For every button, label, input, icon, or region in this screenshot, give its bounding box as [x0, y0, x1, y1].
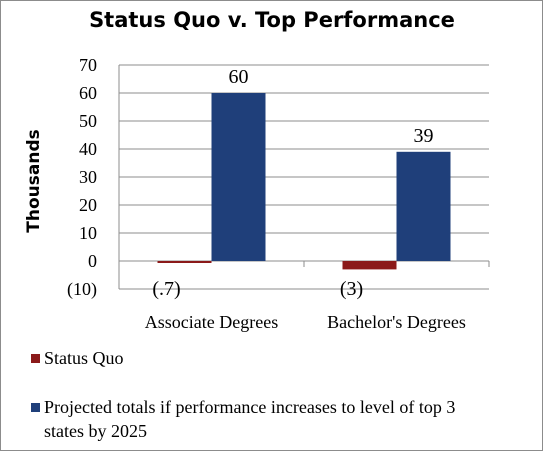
bar-status-quo — [342, 261, 397, 270]
y-tick-label: 40 — [79, 139, 97, 159]
bar-projected — [211, 93, 266, 261]
legend-swatch-projected — [31, 403, 40, 412]
data-label: 60 — [229, 66, 249, 88]
legend-label-projected: Projected totals if performance increase… — [44, 397, 455, 441]
bar-status-quo — [157, 261, 212, 263]
category-label: Bachelor's Degrees — [327, 312, 466, 332]
y-tick-label: 60 — [79, 83, 97, 103]
data-label: 39 — [414, 125, 434, 147]
y-tick-label: 70 — [79, 55, 97, 75]
chart-title: Status Quo v. Top Performance — [89, 8, 455, 32]
plot-area: 70 60 50 40 30 20 10 0 (10) (.7) 60 Associate Degre… — [67, 55, 490, 332]
legend-label-status-quo: Status Quo — [44, 348, 124, 368]
y-tick-label: (10) — [67, 279, 97, 300]
y-tick-label: 10 — [79, 223, 97, 243]
y-tick-label: 0 — [88, 251, 97, 271]
y-axis-label: Thousands — [24, 129, 44, 232]
legend: Status Quo Projected totals if performanc… — [31, 348, 455, 441]
category-label: Associate Degrees — [145, 312, 278, 332]
y-tick-label: 30 — [79, 167, 97, 187]
data-label: (3) — [340, 278, 363, 300]
bar-projected — [396, 151, 451, 261]
legend-swatch-status-quo — [31, 354, 40, 363]
y-tick-label: 20 — [79, 195, 97, 215]
data-label: (.7) — [152, 278, 180, 300]
y-tick-label: 50 — [79, 111, 97, 131]
